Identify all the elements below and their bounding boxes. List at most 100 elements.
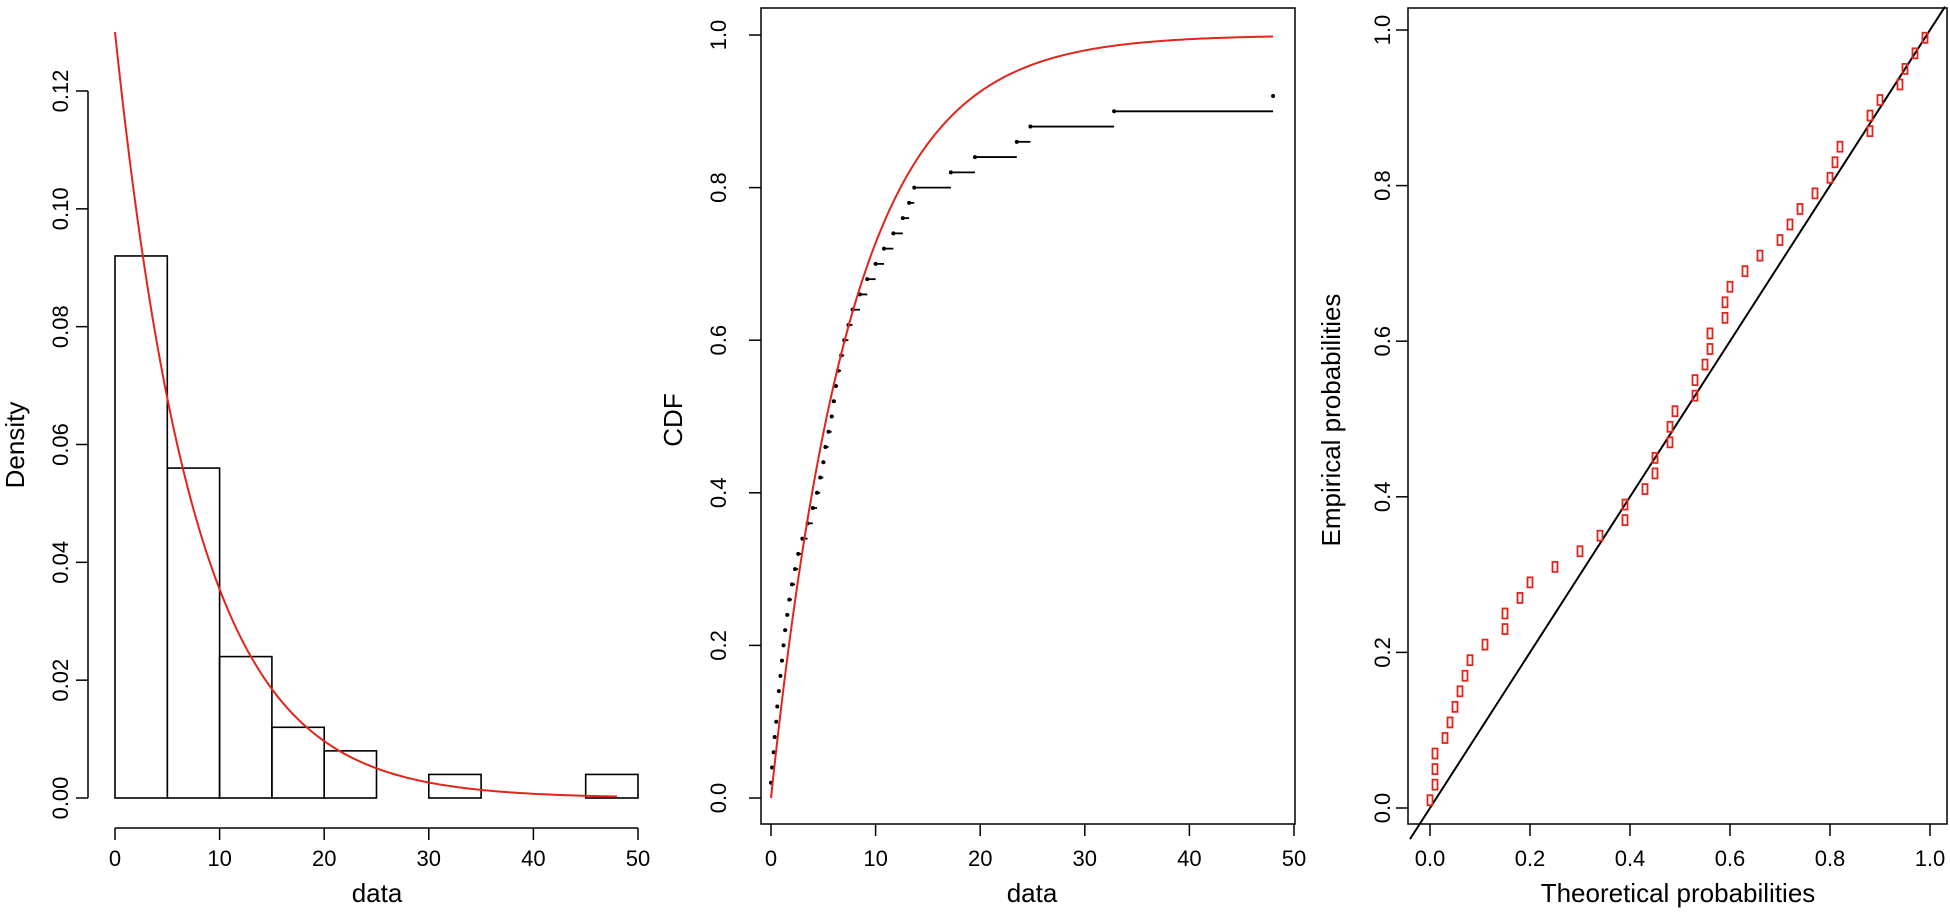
y-tick-label: 0.2 (706, 630, 731, 661)
y-tick-label: 0.0 (706, 783, 731, 814)
pp-point (1451, 700, 1459, 713)
x-axis: 0.0 0.2 0.4 0.6 0.8 1.0 (1415, 824, 1945, 871)
pp-point (1776, 234, 1784, 246)
y-tick-label: 0.6 (1370, 326, 1395, 357)
pp-point (1651, 467, 1659, 480)
ecdf-point (826, 429, 831, 434)
x-axis-label: data (352, 878, 403, 908)
ecdf-point (781, 643, 786, 648)
y-axis-label: Empirical probabilities (1316, 294, 1346, 547)
pp-point (1516, 592, 1524, 604)
x-tick-label: 0.6 (1715, 846, 1746, 871)
ecdf-point (1271, 94, 1276, 99)
ecdf-point (789, 582, 794, 587)
y-tick-label: 0.6 (706, 325, 731, 356)
histogram-bars (114, 255, 639, 799)
ecdf-point (778, 673, 783, 678)
empirical-cdf-steps (769, 94, 1276, 785)
histogram-panel: 0 10 20 30 40 50 0.00 0.02 0.04 0.06 0.08 0.10 0.12… (0, 31, 650, 908)
pp-point (1431, 763, 1439, 775)
fitted-cdf-curve (770, 35, 1274, 799)
histogram-bar (427, 773, 482, 799)
pp-point (1786, 218, 1794, 231)
pp-point (1691, 389, 1699, 402)
pp-point (1691, 374, 1699, 387)
ecdf-point (829, 414, 834, 419)
pp-point (1666, 436, 1674, 449)
pp-plot-panel: 0.0 0.2 0.4 0.6 0.8 1.0 0.0 0.2 0.4 0.6 0.8 1.0 Th… (1316, 6, 1948, 908)
y-tick-label: 1.0 (1370, 15, 1395, 46)
ecdf-point (1028, 124, 1033, 129)
x-axis: 0 10 20 30 40 50 (765, 824, 1306, 871)
ecdf-point (818, 475, 823, 480)
histogram-bar (584, 773, 639, 799)
pp-point (1621, 498, 1629, 511)
y-tick-label: 0.04 (48, 541, 73, 584)
pp-point (1811, 187, 1819, 200)
pp-point (1621, 514, 1629, 527)
ecdf-point (796, 551, 801, 556)
pp-point (1461, 669, 1469, 682)
pp-point (1901, 63, 1909, 75)
pp-point (1651, 451, 1659, 464)
pp-point (1441, 732, 1449, 744)
y-tick-label: 0.10 (48, 187, 73, 230)
y-tick-label: 0.02 (48, 659, 73, 702)
ecdf-point (1014, 139, 1019, 144)
x-axis-label: Theoretical probabilities (1541, 878, 1816, 908)
pp-point (1726, 280, 1734, 293)
x-tick-label: 0.4 (1615, 846, 1646, 871)
pp-point (1831, 156, 1839, 169)
pp-point (1551, 560, 1559, 573)
ecdf-point (1112, 109, 1117, 114)
x-tick-label: 0.2 (1515, 846, 1546, 871)
ecdf-point (972, 155, 977, 160)
y-axis: 0.0 0.2 0.4 0.6 0.8 1.0 (1370, 15, 1408, 824)
y-tick-label: 1.0 (706, 20, 731, 51)
ecdf-point (912, 185, 917, 190)
pp-point (1866, 109, 1874, 122)
ecdf-point (823, 445, 828, 450)
plot-frame (1407, 7, 1948, 825)
x-tick-label: 0 (109, 846, 121, 871)
ecdf-point (772, 734, 777, 739)
pp-point (1446, 716, 1454, 729)
reference-line (1409, 6, 1946, 840)
pp-point (1706, 343, 1714, 355)
ecdf-point (787, 597, 792, 602)
pp-point (1836, 140, 1844, 153)
y-tick-label: 0.0 (1370, 793, 1395, 824)
pp-point (1456, 685, 1464, 698)
pp-point (1526, 576, 1534, 589)
pp-point (1501, 623, 1509, 635)
ecdf-point (785, 612, 790, 617)
ecdf-point (774, 719, 779, 724)
x-tick-label: 20 (312, 846, 336, 871)
pp-point (1481, 638, 1489, 651)
y-tick-label: 0.00 (48, 777, 73, 820)
x-tick-label: 0.0 (1415, 846, 1446, 871)
pp-point (1921, 31, 1929, 44)
y-tick-label: 0.8 (706, 172, 731, 203)
pp-point (1596, 529, 1604, 542)
ecdf-point (779, 658, 784, 663)
pp-point (1896, 78, 1904, 91)
y-tick-label: 0.08 (48, 305, 73, 348)
ecdf-point (873, 261, 878, 266)
y-axis-label: Density (0, 402, 30, 489)
y-axis: 0.00 0.02 0.04 0.06 0.08 0.10 0.12 (48, 70, 89, 820)
y-tick-label: 0.4 (706, 478, 731, 509)
y-tick-label: 0.06 (48, 423, 73, 466)
x-tick-label: 10 (863, 846, 887, 871)
pp-point (1721, 296, 1729, 309)
ecdf-point (831, 399, 836, 404)
x-tick-label: 50 (626, 846, 650, 871)
y-axis-label: CDF (658, 393, 688, 446)
pp-point (1826, 171, 1834, 184)
histogram-bar (166, 467, 221, 799)
ecdf-point (881, 246, 886, 251)
pp-point (1796, 203, 1804, 215)
ecdf-point (948, 170, 953, 175)
ecdf-point (833, 383, 838, 388)
